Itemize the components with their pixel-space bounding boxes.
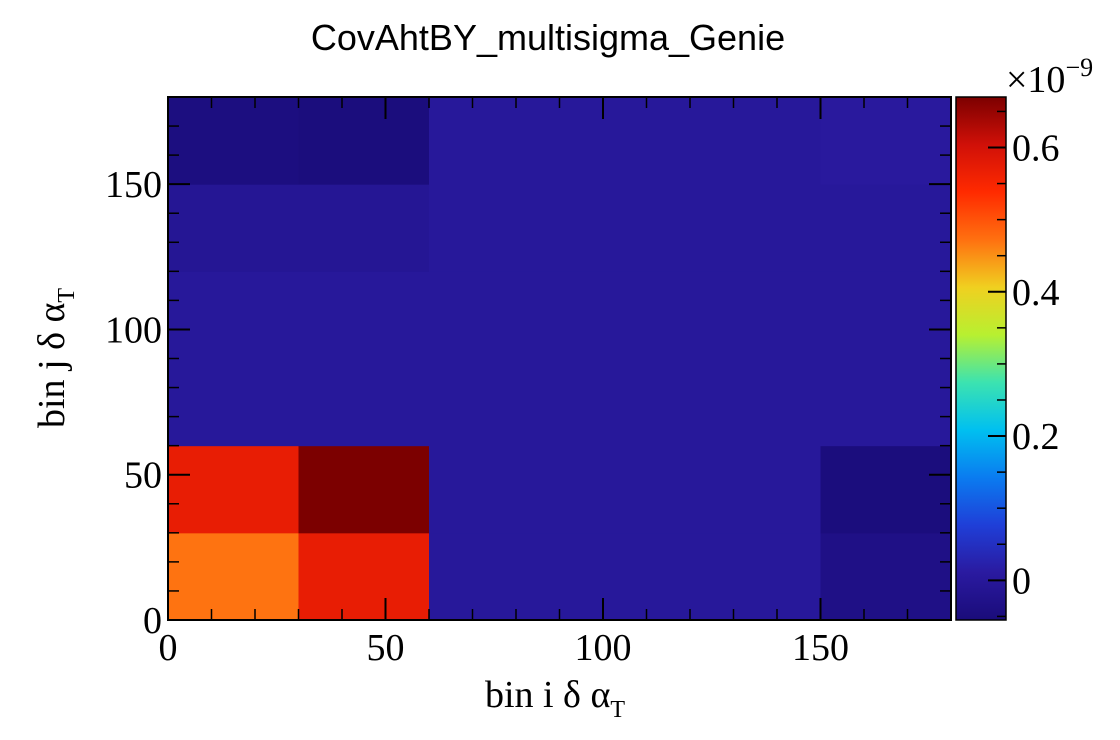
colorbar-tick-label: 0.6 xyxy=(1012,127,1060,169)
heatmap-cell xyxy=(298,97,430,185)
heatmap-cells xyxy=(168,97,952,621)
heatmap-cell xyxy=(820,271,952,359)
heatmap-cell xyxy=(690,358,821,447)
x-axis-label-main: bin i δ α xyxy=(485,674,611,716)
colorbar-exponent-power: −9 xyxy=(1065,53,1093,82)
heatmap-cell xyxy=(168,97,299,185)
chart-title: CovAhtBY_multisigma_Genie xyxy=(311,17,785,58)
heatmap-cell xyxy=(820,532,952,621)
heatmap-cell xyxy=(168,184,299,272)
heatmap-cell xyxy=(298,184,430,272)
colorbar-tick-label: 0 xyxy=(1012,560,1031,602)
x-tick-label: 150 xyxy=(792,627,849,669)
heatmap-cell xyxy=(559,532,691,621)
heatmap-cell xyxy=(559,97,691,185)
heatmap-cell xyxy=(168,532,299,621)
heatmap-cell xyxy=(690,532,821,621)
x-tick-label: 0 xyxy=(159,627,178,669)
heatmap-cell xyxy=(429,271,560,359)
heatmap-cell xyxy=(168,358,299,447)
heatmap-cell xyxy=(820,445,952,534)
heatmap-cell xyxy=(168,271,299,359)
heatmap-cell xyxy=(559,184,691,272)
heatmap-cell xyxy=(820,358,952,447)
y-tick-label: 150 xyxy=(105,164,162,206)
heatmap-cell xyxy=(559,358,691,447)
heatmap-cell xyxy=(298,532,430,621)
heatmap-cell xyxy=(559,445,691,534)
heatmap-cell xyxy=(429,184,560,272)
heatmap-cell xyxy=(298,271,430,359)
heatmap-cell xyxy=(429,97,560,185)
colorbar-gradient xyxy=(955,96,1007,621)
heatmap-cell xyxy=(429,358,560,447)
colorbar-tick-label: 0.2 xyxy=(1012,416,1060,458)
x-axis-label-subscript: T xyxy=(610,697,625,723)
y-tick-label: 100 xyxy=(105,309,162,351)
y-axis-label-subscript: T xyxy=(54,288,80,303)
x-tick-label: 50 xyxy=(367,627,405,669)
heatmap-cell xyxy=(690,445,821,534)
heatmap-cell xyxy=(298,358,430,447)
x-axis-label: bin i δ αT xyxy=(485,674,625,723)
y-axis-label: bin j δ αT xyxy=(31,288,80,428)
heatmap-cell xyxy=(429,445,560,534)
colorbar: 0 0.2 0.4 0.6 ×10−9 xyxy=(955,53,1093,621)
heatmap-cell xyxy=(168,445,299,534)
y-tick-label: 50 xyxy=(124,455,162,497)
heatmap-cell xyxy=(429,532,560,621)
y-axis-label-main: bin j δ α xyxy=(31,303,73,429)
y-tick-label: 0 xyxy=(143,600,162,642)
heatmap-cell xyxy=(298,445,430,534)
colorbar-exponent: ×10−9 xyxy=(1006,53,1093,101)
colorbar-tick-label: 0.4 xyxy=(1012,272,1060,314)
heatmap-cell xyxy=(820,184,952,272)
heatmap-cell xyxy=(820,97,952,185)
colorbar-exponent-base: ×10 xyxy=(1006,59,1065,101)
heatmap-cell xyxy=(690,97,821,185)
heatmap-cell xyxy=(690,271,821,359)
x-tick-label: 100 xyxy=(575,627,632,669)
axis-ticks: 0 50 100 150 0 50 100 150 xyxy=(105,96,952,669)
heatmap-cell xyxy=(690,184,821,272)
heatmap-cell xyxy=(559,271,691,359)
